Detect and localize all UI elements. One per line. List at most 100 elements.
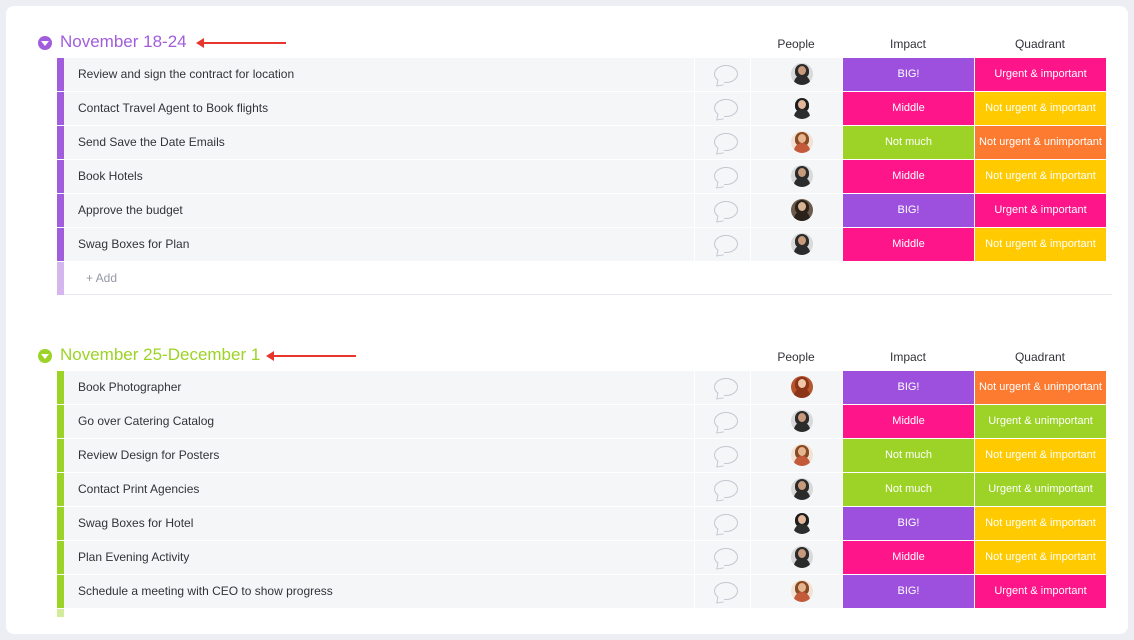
group-color-bar [57,126,64,159]
item-name[interactable]: Swag Boxes for Hotel [64,507,694,540]
quadrant-status[interactable]: Not urgent & important [975,228,1106,261]
avatar[interactable] [791,444,813,466]
collapse-group-icon[interactable] [38,36,52,50]
impact-status[interactable]: Not much [843,439,974,472]
avatar[interactable] [791,131,813,153]
chat-bubble-icon[interactable] [714,99,738,117]
people-cell [750,575,842,608]
quadrant-status[interactable]: Not urgent & important [975,92,1106,125]
chat-bubble-icon[interactable] [714,446,738,464]
avatar-face [798,134,806,143]
group-color-bar [57,541,64,574]
item-name[interactable]: Go over Catering Catalog [64,405,694,438]
chat-bubble-icon[interactable] [714,378,738,396]
board: November 18-24 People Impact Quadrant Re… [6,6,1128,634]
updates-cell [694,126,750,159]
impact-status[interactable]: Middle [843,541,974,574]
people-cell [750,371,842,404]
group-color-bar [57,194,64,227]
avatar-face [798,66,806,75]
avatar-face [798,202,806,211]
item-name[interactable]: Book Photographer [64,371,694,404]
avatar[interactable] [791,478,813,500]
impact-status[interactable]: Not much [843,473,974,506]
chat-bubble-icon[interactable] [714,514,738,532]
avatar-body [794,143,810,153]
item-name[interactable]: Swag Boxes for Plan [64,228,694,261]
impact-status[interactable]: BIG! [843,371,974,404]
updates-cell [694,58,750,91]
chat-bubble-icon[interactable] [714,548,738,566]
impact-status[interactable]: Middle [843,405,974,438]
table-row: Approve the budget BIG! Urgent & important [6,194,1128,228]
avatar-body [794,109,810,119]
item-name[interactable]: Book Hotels [64,160,694,193]
chat-bubble-icon[interactable] [714,167,738,185]
column-header-impact[interactable]: Impact [889,350,926,364]
impact-status[interactable]: Middle [843,92,974,125]
quadrant-status[interactable]: Not urgent & important [975,507,1106,540]
column-header-quadrant[interactable]: Quadrant [1014,350,1066,364]
updates-cell [694,473,750,506]
updates-cell [694,194,750,227]
table-row: Plan Evening Activity Middle Not urgent & … [6,541,1128,575]
avatar[interactable] [791,410,813,432]
impact-status[interactable]: BIG! [843,194,974,227]
column-header-quadrant[interactable]: Quadrant [1014,37,1066,51]
item-name[interactable]: Plan Evening Activity [64,541,694,574]
item-name[interactable]: Contact Print Agencies [64,473,694,506]
item-name[interactable]: Review Design for Posters [64,439,694,472]
quadrant-status[interactable]: Urgent & important [975,58,1106,91]
item-name[interactable]: Approve the budget [64,194,694,227]
impact-status[interactable]: Middle [843,228,974,261]
updates-cell [694,575,750,608]
avatar[interactable] [791,199,813,221]
quadrant-status[interactable]: Not urgent & unimportant [975,371,1106,404]
quadrant-status[interactable]: Urgent & unimportant [975,405,1106,438]
table-row: Book Photographer BIG! Not urgent & unimpo… [6,371,1128,405]
avatar-body [794,422,810,432]
chat-bubble-icon[interactable] [714,201,738,219]
avatar[interactable] [791,376,813,398]
avatar[interactable] [791,546,813,568]
impact-status[interactable]: BIG! [843,575,974,608]
quadrant-status[interactable]: Not urgent & unimportant [975,126,1106,159]
impact-status[interactable]: Middle [843,160,974,193]
avatar[interactable] [791,63,813,85]
add-item-input[interactable]: + Add [64,262,1112,295]
impact-status[interactable]: BIG! [843,507,974,540]
item-name[interactable]: Schedule a meeting with CEO to show prog… [64,575,694,608]
quadrant-status[interactable]: Not urgent & important [975,439,1106,472]
avatar[interactable] [791,580,813,602]
impact-status[interactable]: Not much [843,126,974,159]
chat-bubble-icon[interactable] [714,235,738,253]
column-header-people[interactable]: People [777,350,815,364]
quadrant-status[interactable]: Urgent & important [975,575,1106,608]
quadrant-status[interactable]: Urgent & unimportant [975,473,1106,506]
quadrant-status[interactable]: Urgent & important [975,194,1106,227]
group-title[interactable]: November 25-December 1 [60,345,261,364]
item-name[interactable]: Review and sign the contract for locatio… [64,58,694,91]
avatar[interactable] [791,165,813,187]
avatar[interactable] [791,233,813,255]
avatar[interactable] [791,512,813,534]
chat-bubble-icon[interactable] [714,582,738,600]
column-header-people[interactable]: People [777,37,815,51]
add-item-row[interactable]: + Add [6,262,1128,296]
impact-status[interactable]: BIG! [843,58,974,91]
collapse-group-icon[interactable] [38,349,52,363]
avatar-face [798,100,806,109]
column-header-impact[interactable]: Impact [889,37,926,51]
chat-bubble-icon[interactable] [714,480,738,498]
quadrant-status[interactable]: Not urgent & important [975,541,1106,574]
quadrant-status[interactable]: Not urgent & important [975,160,1106,193]
chat-bubble-icon[interactable] [714,412,738,430]
chat-bubble-icon[interactable] [714,65,738,83]
avatar-body [794,211,810,221]
chat-bubble-icon[interactable] [714,133,738,151]
group-title[interactable]: November 18-24 [60,32,187,51]
avatar[interactable] [791,97,813,119]
item-name[interactable]: Contact Travel Agent to Book flights [64,92,694,125]
avatar-body [794,245,810,255]
item-name[interactable]: Send Save the Date Emails [64,126,694,159]
